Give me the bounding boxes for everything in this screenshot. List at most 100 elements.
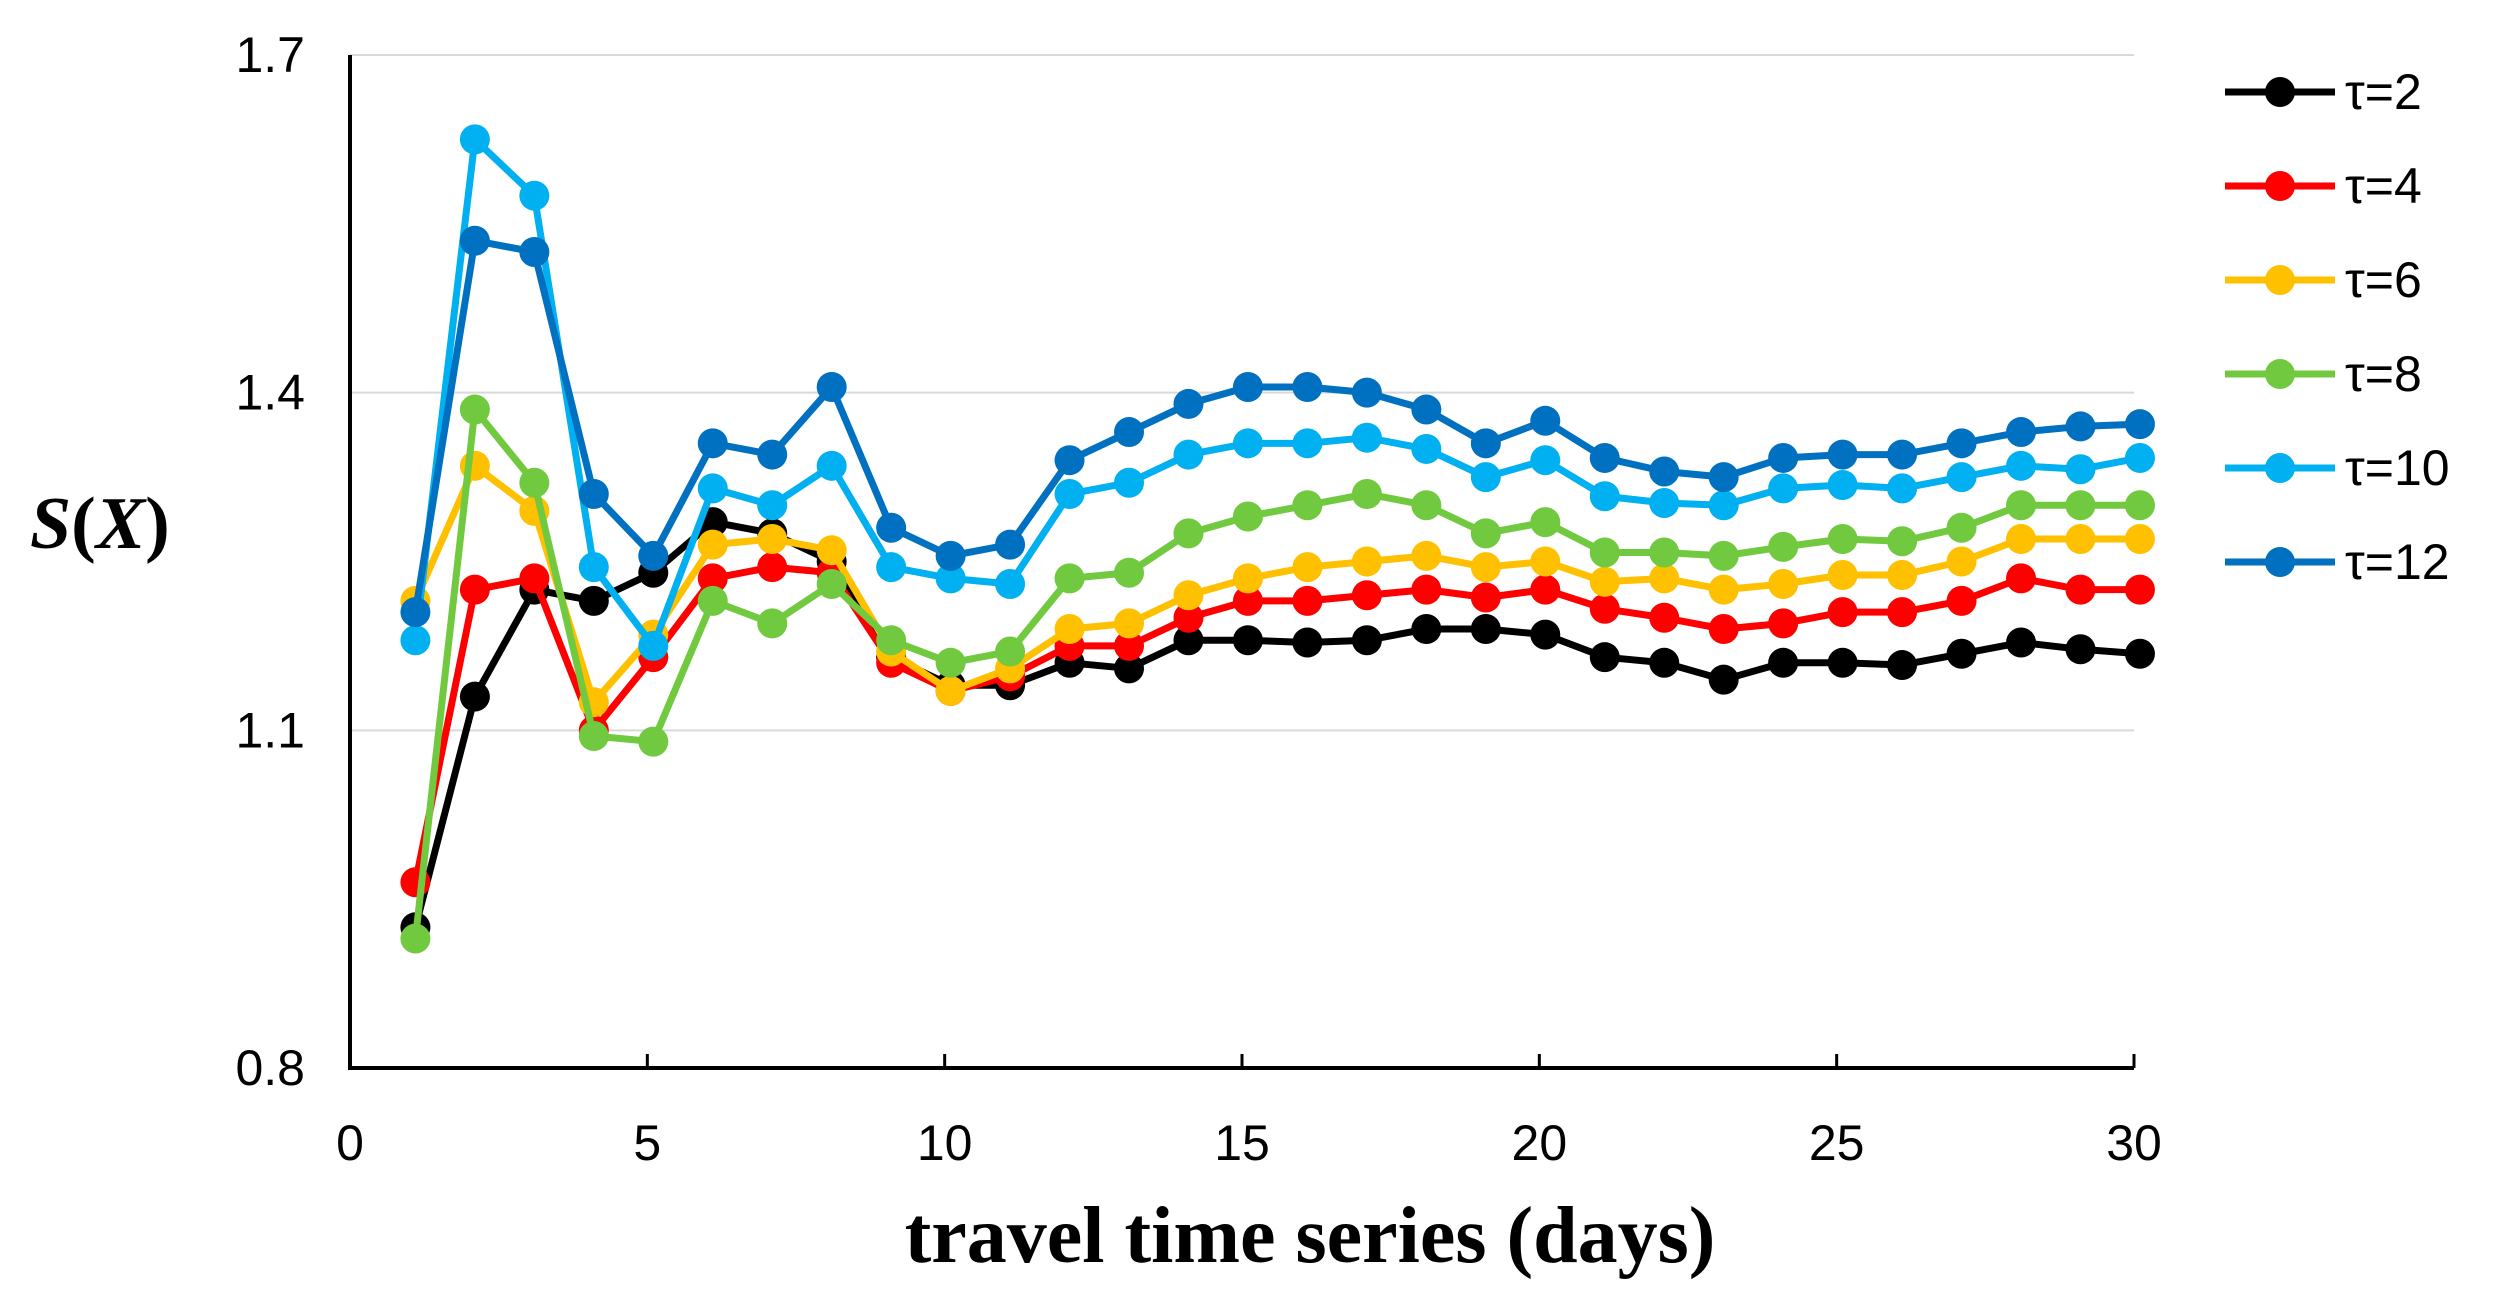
data-point: [697, 473, 728, 504]
legend-item-6: τ=12: [2225, 534, 2450, 590]
data-point: [697, 529, 728, 560]
data-point: [1411, 394, 1442, 425]
data-point: [1292, 627, 1323, 658]
legend-marker: [2265, 359, 2295, 389]
data-point: [1946, 585, 1977, 616]
legend-marker: [2265, 453, 2295, 483]
data-point: [1887, 439, 1918, 470]
data-point: [1173, 518, 1204, 549]
data-point: [1351, 377, 1382, 408]
x-tick-label-30: 30: [2106, 1115, 2162, 1171]
data-point: [1114, 630, 1145, 661]
data-point: [1768, 473, 1799, 504]
y-axis-label: S(X): [30, 483, 170, 565]
data-point: [1351, 625, 1382, 656]
legend: τ=2 τ=4 τ=6 τ=8 τ=10 τ=12: [2225, 64, 2450, 590]
y-tick-label-1.4: 1.4: [235, 365, 305, 421]
data-point: [459, 394, 490, 425]
data-point: [1589, 642, 1620, 673]
data-point: [2006, 523, 2037, 554]
x-tick-label-5: 5: [633, 1115, 661, 1171]
data-point: [1827, 647, 1858, 678]
data-point: [757, 552, 788, 583]
data-point: [1589, 442, 1620, 473]
data-point: [1232, 625, 1263, 656]
data-point: [1768, 442, 1799, 473]
data-point: [2124, 523, 2155, 554]
x-tick-label-0: 0: [336, 1115, 364, 1171]
data-point: [1946, 462, 1977, 493]
data-point: [1411, 540, 1442, 571]
data-point: [1887, 650, 1918, 681]
legend-marker: [2265, 171, 2295, 201]
legend-marker: [2265, 77, 2295, 107]
data-point: [1054, 563, 1085, 594]
legend-item-1: τ=2: [2225, 64, 2422, 120]
x-tick-label-15: 15: [1214, 1115, 1270, 1171]
series-5: [400, 124, 2155, 661]
data-point: [1470, 582, 1501, 613]
y-axis-label-open: (: [71, 483, 96, 565]
data-point: [1173, 602, 1204, 633]
data-point: [1114, 417, 1145, 448]
legend-item-2: τ=4: [2225, 158, 2422, 214]
y-axis-label-x: X: [94, 483, 147, 565]
data-point: [638, 726, 669, 757]
data-point: [578, 720, 609, 751]
y-tick-label-0.8: 0.8: [235, 1040, 305, 1096]
data-point: [578, 585, 609, 616]
data-point: [1649, 456, 1680, 487]
x-tick-label-20: 20: [1512, 1115, 1568, 1171]
data-point: [1589, 537, 1620, 568]
y-axis-label-close: ): [145, 483, 170, 565]
data-point: [1054, 614, 1085, 645]
data-point: [1649, 602, 1680, 633]
data-point: [519, 563, 550, 594]
data-point: [816, 372, 847, 403]
series-6: [400, 225, 2155, 628]
data-point: [1708, 490, 1739, 521]
data-point: [1351, 478, 1382, 509]
data-point: [1054, 478, 1085, 509]
data-point: [816, 535, 847, 566]
data-point: [1114, 557, 1145, 588]
data-point: [1589, 481, 1620, 512]
data-point: [1292, 372, 1323, 403]
data-point: [2124, 638, 2155, 669]
data-point: [2065, 454, 2096, 485]
data-point: [2065, 523, 2096, 554]
data-point: [816, 569, 847, 600]
data-point: [459, 225, 490, 256]
data-point: [697, 563, 728, 594]
data-point: [816, 450, 847, 481]
data-point: [1768, 608, 1799, 639]
data-point: [757, 439, 788, 470]
data-point: [2006, 450, 2037, 481]
data-point: [1827, 439, 1858, 470]
data-point: [1351, 422, 1382, 453]
data-point: [1173, 625, 1204, 656]
data-point: [1946, 428, 1977, 459]
legend-label: τ=2: [2345, 64, 2422, 120]
data-point: [1827, 597, 1858, 628]
data-point: [1530, 507, 1561, 538]
data-point: [1589, 593, 1620, 624]
data-point: [697, 585, 728, 616]
data-point: [400, 923, 431, 954]
data-point: [1589, 566, 1620, 597]
data-point: [1232, 585, 1263, 616]
data-point: [1292, 552, 1323, 583]
y-axis-label-s: S: [30, 483, 71, 565]
data-point: [876, 512, 907, 543]
legend-label: τ=10: [2345, 440, 2450, 496]
data-point: [459, 574, 490, 605]
data-point: [876, 552, 907, 583]
data-point: [2006, 627, 2037, 658]
series-4: [400, 394, 2155, 954]
data-point: [400, 625, 431, 656]
data-point: [2124, 490, 2155, 521]
data-point: [1232, 372, 1263, 403]
data-point: [1530, 445, 1561, 476]
data-point: [1114, 608, 1145, 639]
